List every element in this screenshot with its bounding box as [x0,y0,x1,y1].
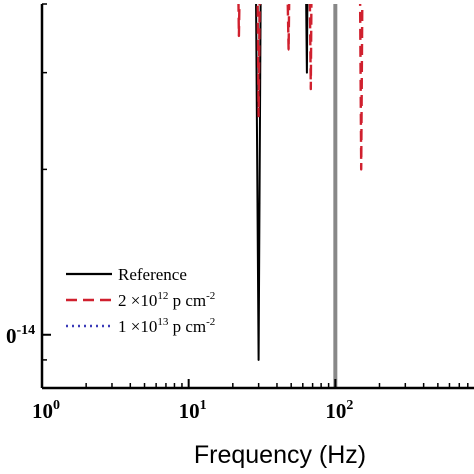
data-point [360,168,363,171]
axes-layer [40,4,474,390]
data-point [238,35,240,37]
legend: Reference 2 ×1012 p cm-2 1 ×1013 p cm-2 [66,265,215,336]
y-tick-label: 0-14 [6,323,35,348]
x-tick-label: 100 [32,398,60,423]
legend-label-2e12: 2 ×1012 p cm-2 [118,290,215,310]
data-point [306,71,308,74]
series-2-2-10 [237,4,364,171]
series-line [237,4,364,171]
data-point [310,88,312,90]
series-layer [237,4,364,361]
data-point [257,115,260,117]
data-point [287,49,290,51]
series-1-reference [255,4,309,361]
x-tick-label: 101 [179,398,207,423]
data-point [257,359,260,361]
x-tick-label: 102 [325,398,353,423]
legend-label-reference: Reference [118,265,187,284]
x-axis-title: Frequency (Hz) [194,441,366,469]
legend-label-1e13: 1 ×1013 p cm-2 [118,316,215,336]
